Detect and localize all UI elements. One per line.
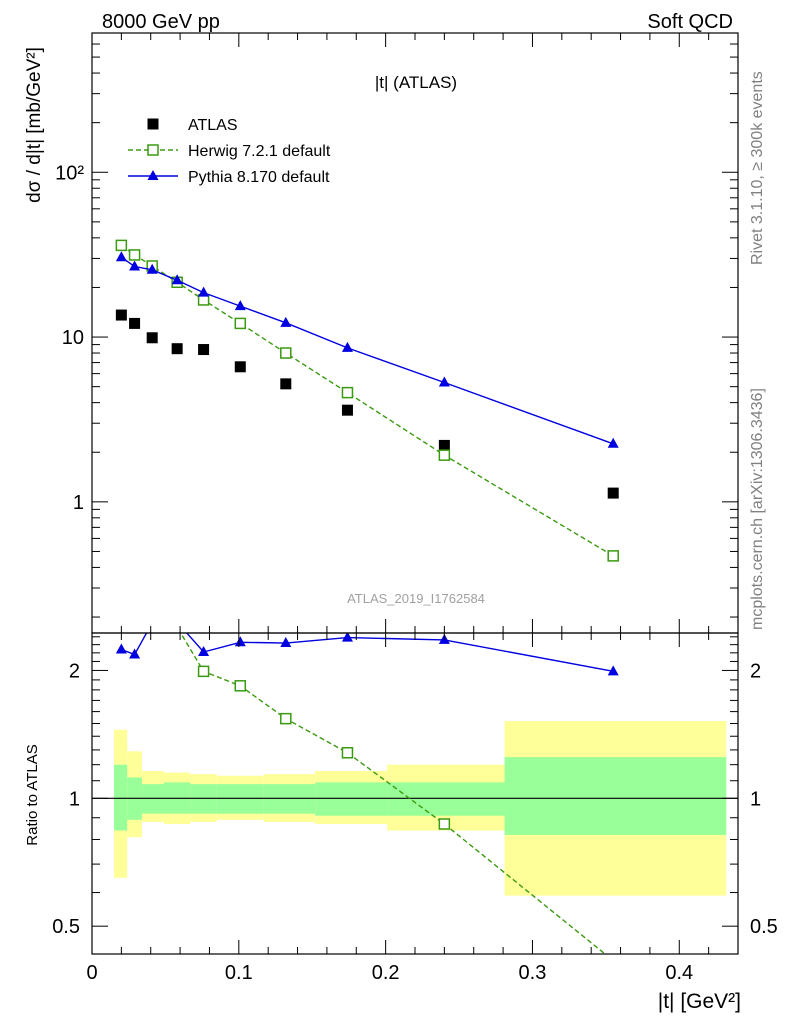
main-plot-area [115, 239, 619, 562]
x-tick-label: 0 [86, 962, 97, 984]
ratio-y-tick-label: 2 [69, 660, 80, 682]
pythia-point [146, 263, 158, 274]
main-y-axis-label-text: dσ / d|t| [mb/GeV²] [24, 47, 45, 203]
header-left: 8000 GeV pp [102, 11, 220, 33]
ratio-axes: 0 0.1 0.2 0.3 0.4 0.5 0.5 1 1 2 2 [52, 633, 778, 984]
x-tick-label: 0.4 [665, 962, 693, 984]
pythia-point [171, 274, 183, 285]
uncertainty-band-inner [315, 782, 388, 816]
atlas-point [438, 439, 450, 451]
uncertainty-band-inner [114, 764, 128, 831]
herwig-point [607, 550, 619, 562]
pythia-point [280, 316, 292, 327]
ratio-herwig-point [197, 665, 210, 678]
ratio-y-tick-label-right: 0.5 [750, 916, 778, 938]
atlas-point [146, 332, 158, 344]
ratio-pythia-line [121, 633, 614, 673]
ratio-pythia-point [341, 633, 353, 642]
y-tick-label: 10² [55, 162, 84, 184]
x-tick-label: 0.2 [372, 962, 400, 984]
herwig-point [115, 239, 128, 252]
herwig-point [341, 386, 354, 399]
x-tick-label: 0.1 [225, 962, 253, 984]
ratio-herwig-line [179, 633, 607, 954]
y-tick-label: 1 [73, 492, 84, 514]
ratio-pythia-point [129, 648, 141, 659]
legend-marker-herwig [147, 144, 159, 156]
rivet-version-text: Rivet 3.1.10, ≥ 300k events [749, 71, 766, 265]
ratio-pythia-point [172, 616, 183, 626]
ratio-y-tick-label: 0.5 [52, 916, 80, 938]
ratio-herwig-point [234, 680, 247, 692]
pythia-point [607, 437, 619, 448]
ratio-pythia-point [147, 617, 158, 627]
mcplots-reference-text: mcplots.cern.ch [arXiv:1306.3436] [749, 388, 766, 630]
herwig-point [438, 449, 451, 461]
analysis-watermark: ATLAS_2019_I1762584 [347, 591, 485, 606]
ratio-y-tick-label: 1 [69, 788, 80, 810]
pythia-point [341, 341, 353, 352]
main-y-axis-label: dσ / d|t| [mb/GeV²] [24, 47, 45, 203]
uncertainty-band-inner [387, 782, 505, 816]
ratio-pythia-point [198, 646, 210, 657]
ratio-herwig-point [608, 956, 618, 966]
atlas-point [280, 378, 292, 390]
pythia-point [234, 300, 246, 311]
y-tick-label: 10 [62, 327, 84, 349]
atlas-point [171, 343, 183, 355]
legend-label-herwig: Herwig 7.2.1 default [188, 143, 331, 160]
ratio-y-axis-label: Ratio to ATLAS [24, 744, 41, 845]
herwig-point [128, 249, 141, 261]
main-axes: 1 10 10² [55, 32, 739, 633]
ratio-pythia-point [234, 636, 246, 647]
ratio-herwig-point [280, 712, 292, 725]
atlas-point [607, 487, 619, 499]
pythia-point [129, 260, 141, 271]
ratio-y-tick-label-right: 2 [750, 660, 761, 682]
pythia-point [198, 286, 210, 297]
x-tick-label: 0.3 [519, 962, 547, 984]
legend-marker-pythia [147, 170, 159, 180]
legend-label-pythia: Pythia 8.170 default [188, 169, 330, 186]
ratio-herwig-point [130, 617, 140, 627]
legend-marker-atlas [147, 118, 159, 130]
legend-label-atlas: ATLAS [188, 117, 238, 134]
ratio-herwig-point [172, 622, 182, 632]
atlas-point [198, 344, 210, 356]
x-axis-label: |t| [GeV²] [658, 990, 741, 1013]
ratio-herwig-point [438, 818, 451, 830]
ratio-herwig-point [116, 614, 126, 624]
herwig-line [120, 244, 614, 557]
ratio-pythia-point [115, 643, 127, 654]
atlas-point [115, 309, 127, 321]
ratio-pythia-point [280, 637, 292, 648]
herwig-point [234, 317, 247, 330]
pythia-point [438, 376, 450, 387]
ratio-herwig-point [147, 608, 157, 618]
pythia-point [115, 251, 127, 262]
uncertainty-band-inner [504, 757, 727, 835]
header-right: Soft QCD [647, 11, 733, 33]
atlas-point [234, 361, 246, 373]
ratio-y-tick-label-right: 1 [750, 788, 761, 810]
ratio-herwig-point [341, 747, 354, 759]
ratio-pythia-point [607, 665, 619, 676]
atlas-point [129, 317, 141, 329]
legend: ATLAS Herwig 7.2.1 default Pythia 8.170 de… [128, 117, 331, 186]
pythia-line [120, 256, 614, 445]
herwig-point [280, 347, 292, 359]
ratio-plot-area [92, 608, 738, 966]
atlas-point [341, 404, 353, 416]
plot-title: |t| (ATLAS) [375, 73, 457, 92]
